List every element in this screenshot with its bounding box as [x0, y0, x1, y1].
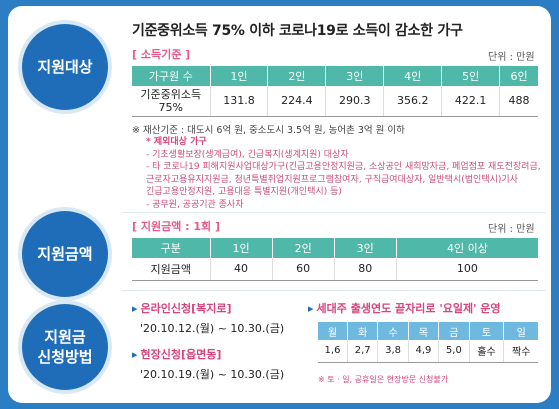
- exclusion-item: - 기초생활보장(생계급여), 긴급복지(생계지원) 대상자: [146, 149, 349, 160]
- weekday-table: 월 화 수 목 금 토 일 1,6 2,7 3,8 4,9 5,0 홀수 짝수: [318, 322, 538, 363]
- arrow-right-icon: ▸: [308, 302, 314, 315]
- online-period: '20.10.12.(월) ~ 10.30.(금): [140, 322, 285, 335]
- table-cell: 422.1: [441, 86, 500, 117]
- circle-label-line: 신청방법: [37, 348, 93, 366]
- circle-label-line: 지원금: [44, 327, 86, 346]
- table-header: 토: [468, 322, 504, 340]
- weekday-title-text: 세대주 출생연도 끝자리로 '요일제' 운영: [316, 302, 501, 315]
- info-card: 지원대상 기준중위소득 75% 이하 코로나19로 소득이 감소한 가구 [ 소…: [8, 6, 551, 403]
- exclusion-item: 긴급고용안정지원, 고용대응 특별지원(개인택시) 등): [146, 187, 342, 197]
- income-table: 가구원 수 1인 2인 3인 4인 5인 6인 기준중위소득 75% 131.8…: [132, 66, 538, 117]
- eligibility-headline: 기준중위소득 75% 이하 코로나19로 소득이 감소한 가구: [132, 23, 463, 39]
- table-header: 3인: [333, 238, 397, 258]
- table-cell: 짝수: [503, 340, 538, 363]
- table-header: 목: [407, 322, 439, 340]
- amount-tag: [ 지원금액 : 1회 ]: [132, 220, 221, 233]
- table-cell: 40: [209, 258, 273, 281]
- weekday-rule-title: ▸ 세대주 출생연도 끝자리로 '요일제' 운영: [308, 300, 501, 316]
- table-row: 지원금액 40 60 80 100: [132, 258, 538, 281]
- table-header: 화: [346, 322, 378, 340]
- arrow-right-icon: ▸: [132, 302, 138, 315]
- table-header: 2인: [271, 238, 335, 258]
- table-header: 6인: [499, 66, 538, 86]
- offline-title-text: 현장신청[읍면동]: [140, 348, 222, 361]
- offline-period: '20.10.19.(월) ~ 10.30.(금): [140, 368, 285, 381]
- exclusion-item: - 타 코로나19 피해지원사업대상가구(긴급고용안정지원금, 소상공인 새희망…: [146, 162, 541, 172]
- exclusion-item: - 공무원, 공공기관 종사자: [146, 199, 244, 210]
- online-application-title: ▸ 온라인신청[복지로]: [132, 300, 232, 316]
- exclusion-item: 근로자고용유지지원금, 청년특별취업지원프로그램참여자, 구직급여대상자, 일반…: [146, 174, 518, 185]
- table-header: 5인: [441, 66, 500, 86]
- table-cell: 4,9: [407, 340, 439, 363]
- unit-label: 단위 : 만원: [488, 224, 535, 235]
- table-header: 구분: [132, 238, 210, 258]
- exclusion-list: * 제외대상 가구 - 기초생활보장(생계급여), 긴급복지(생계지원) 대상자…: [146, 136, 541, 211]
- table-header: 가구원 수: [132, 66, 210, 86]
- asset-criteria-note: ※ 재산기준 : 대도시 6억 원, 중소도시 3.5억 원, 농어촌 3억 원…: [132, 125, 405, 136]
- row-label: 지원금액: [132, 258, 210, 281]
- amount-table: 구분 1인 2인 3인 4인 이상 지원금액 40 60 80 100: [132, 238, 538, 281]
- table-header: 수: [377, 322, 409, 340]
- table-header: 1인: [209, 238, 273, 258]
- table-cell: 홀수: [468, 340, 504, 363]
- table-header: 3인: [325, 66, 384, 86]
- exclusion-heading: * 제외대상 가구: [146, 137, 207, 147]
- table-header: 4인: [383, 66, 442, 86]
- table-row: 1,6 2,7 3,8 4,9 5,0 홀수 짝수: [318, 340, 538, 363]
- table-header: 4인 이상: [395, 238, 538, 258]
- online-title-text: 온라인신청[복지로]: [140, 302, 232, 315]
- divider: [122, 212, 546, 213]
- offline-application-title: ▸ 현장신청[읍면동]: [132, 346, 221, 362]
- income-criteria-tag: [ 소득기준 ]: [132, 48, 191, 61]
- table-header: 월: [318, 322, 348, 340]
- table-cell: 3,8: [377, 340, 409, 363]
- table-cell: 290.3: [325, 86, 384, 117]
- section-circle-method: 지원금 신청방법: [22, 304, 108, 390]
- table-cell: 488: [499, 86, 538, 117]
- weekend-warning: ※ 토 · 일, 공휴일은 현장방문 신청불가: [318, 375, 449, 384]
- table-cell: 131.8: [209, 86, 268, 117]
- row-label: 기준중위소득 75%: [132, 86, 210, 117]
- table-header: 2인: [267, 66, 326, 86]
- table-cell: 2,7: [346, 340, 378, 363]
- table-cell: 1,6: [318, 340, 348, 363]
- table-header: 일: [503, 322, 538, 340]
- table-cell: 80: [333, 258, 397, 281]
- section-circle-target: 지원대상: [22, 24, 108, 110]
- table-cell: 356.2: [383, 86, 442, 117]
- table-header: 금: [438, 322, 470, 340]
- table-cell: 60: [271, 258, 335, 281]
- table-header: 1인: [209, 66, 268, 86]
- table-cell: 5,0: [438, 340, 470, 363]
- table-cell: 100: [395, 258, 538, 281]
- section-circle-amount: 지원금액: [22, 211, 108, 297]
- table-cell: 224.4: [267, 86, 326, 117]
- divider: [122, 290, 546, 291]
- arrow-right-icon: ▸: [132, 348, 138, 361]
- unit-label: 단위 : 만원: [488, 52, 535, 63]
- table-row: 기준중위소득 75% 131.8 224.4 290.3 356.2 422.1…: [132, 86, 538, 117]
